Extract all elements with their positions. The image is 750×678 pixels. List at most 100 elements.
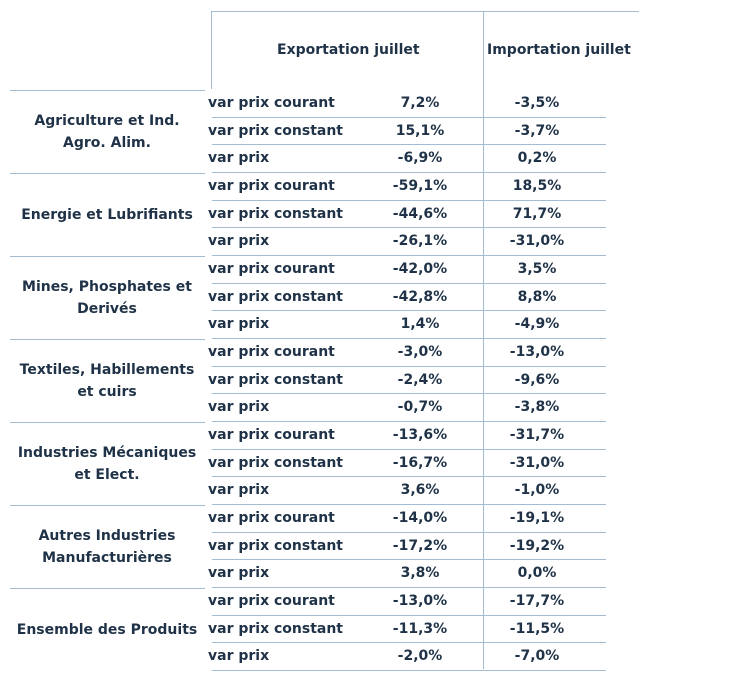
export-value-cell: -14,0%	[392, 510, 448, 526]
row-label: var prix constant	[208, 122, 343, 139]
header-top-border	[212, 11, 639, 12]
export-value-cell: -3,0%	[397, 344, 443, 360]
row-label: var prix	[208, 399, 270, 416]
export-value-cell: -2,4%	[397, 371, 443, 388]
import-value-cell: 0,2%	[517, 150, 557, 167]
table-row: var prix 3,6% -1,0%	[0, 477, 640, 504]
column-divider	[483, 11, 484, 669]
table-row: var prix constant -17,2% -19,2%	[0, 533, 640, 560]
table-row: var prix courant -59,1% 18,5%	[0, 173, 640, 200]
row-label: var prix courant	[208, 95, 335, 111]
row-label: var prix courant	[208, 510, 335, 526]
table-row: var prix courant -14,0% -19,1%	[0, 505, 640, 532]
row-label: var prix	[208, 150, 270, 167]
row-label: var prix constant	[208, 371, 343, 388]
row-label: var prix	[208, 233, 270, 250]
row-divider	[212, 227, 606, 229]
row-label: var prix courant	[208, 261, 335, 277]
export-value-cell: -42,8%	[392, 288, 448, 305]
export-column-header: Exportation juillet	[277, 42, 420, 58]
group-divider	[10, 173, 205, 174]
row-label: var prix courant	[208, 593, 335, 609]
row-label: var prix constant	[208, 205, 343, 222]
import-value-cell: -17,7%	[509, 593, 565, 609]
table-row: var prix constant -2,4% -9,6%	[0, 367, 640, 394]
export-value-cell: -6,9%	[397, 150, 443, 167]
row-divider	[212, 282, 606, 284]
import-value-cell: 8,8%	[517, 288, 557, 305]
header-left-border	[211, 11, 212, 89]
row-label: var prix courant	[208, 427, 335, 443]
row-divider	[212, 476, 606, 478]
export-value-cell: -11,3%	[392, 620, 448, 637]
import-value-cell: -19,2%	[509, 537, 565, 554]
row-divider	[212, 255, 606, 257]
row-divider	[212, 172, 606, 174]
table-row: var prix 1,4% -4,9%	[0, 311, 640, 338]
table-row: var prix constant 15,1% -3,7%	[0, 118, 640, 145]
group-label: Agriculture et Ind. Agro. Alim.	[34, 112, 180, 151]
row-divider	[212, 448, 606, 450]
group-label: Mines, Phosphates et Derivés	[22, 278, 192, 317]
table-row: var prix courant -13,6% -31,7%	[0, 422, 640, 449]
table-row: var prix constant -11,3% -11,5%	[0, 616, 640, 643]
import-value-cell: -3,8%	[514, 399, 560, 416]
export-value-cell: 7,2%	[400, 95, 440, 111]
group-divider	[10, 588, 205, 589]
row-label: var prix courant	[208, 178, 335, 194]
row-divider	[212, 504, 606, 506]
table-row: var prix -2,0% -7,0%	[0, 643, 640, 670]
row-divider	[212, 144, 606, 146]
row-label: var prix	[208, 316, 270, 333]
table-row: var prix courant -42,0% 3,5%	[0, 256, 640, 283]
group-label: Textiles, Habillements et cuirs	[19, 361, 195, 400]
row-label: var prix courant	[208, 344, 335, 360]
import-value-cell: 0,0%	[517, 565, 557, 582]
export-value-cell: -0,7%	[397, 399, 443, 416]
row-divider	[212, 393, 606, 395]
export-value-cell: 3,6%	[400, 482, 440, 499]
row-label: var prix	[208, 565, 270, 582]
table-row: var prix courant -3,0% -13,0%	[0, 339, 640, 366]
export-value-cell: -26,1%	[392, 233, 448, 250]
group-divider	[10, 339, 205, 340]
table-row: var prix -26,1% -31,0%	[0, 228, 640, 255]
group-divider	[10, 256, 205, 257]
group-divider	[10, 90, 205, 91]
export-value-cell: 3,8%	[400, 565, 440, 582]
group-label: Autres Industries Manufacturières	[38, 527, 176, 566]
table-row: var prix courant 7,2% -3,5%	[0, 90, 640, 117]
row-label: var prix constant	[208, 620, 343, 637]
table-row: var prix 3,8% 0,0%	[0, 560, 640, 587]
import-value-cell: 18,5%	[512, 178, 562, 194]
import-value-cell: 71,7%	[512, 205, 562, 222]
table-row: var prix -6,9% 0,2%	[0, 145, 640, 172]
import-value-cell: -19,1%	[509, 510, 565, 526]
export-value-cell: -16,7%	[392, 454, 448, 471]
import-value-cell: -13,0%	[509, 344, 565, 360]
row-divider	[212, 365, 606, 367]
row-divider	[212, 614, 606, 616]
row-divider	[212, 310, 606, 312]
export-value-cell: -17,2%	[392, 537, 448, 554]
import-value-cell: -11,5%	[509, 620, 565, 637]
row-divider	[212, 587, 606, 589]
table-row: var prix constant -42,8% 8,8%	[0, 284, 640, 311]
import-value-cell: -3,5%	[514, 95, 560, 111]
group-label: Industries Mécaniques et Elect.	[17, 444, 197, 483]
import-value-cell: 3,5%	[517, 261, 557, 277]
export-value-cell: -44,6%	[392, 205, 448, 222]
row-divider	[212, 116, 606, 118]
export-value-cell: 15,1%	[395, 122, 445, 139]
import-value-cell: -3,7%	[514, 122, 560, 139]
table-row: var prix constant -16,7% -31,0%	[0, 450, 640, 477]
import-value-cell: -31,0%	[509, 454, 565, 471]
export-value-cell: -13,6%	[392, 427, 448, 443]
import-value-cell: -4,9%	[514, 316, 560, 333]
row-label: var prix constant	[208, 537, 343, 554]
row-label: var prix	[208, 648, 270, 665]
row-divider	[212, 421, 606, 423]
export-value-cell: -42,0%	[392, 261, 448, 277]
